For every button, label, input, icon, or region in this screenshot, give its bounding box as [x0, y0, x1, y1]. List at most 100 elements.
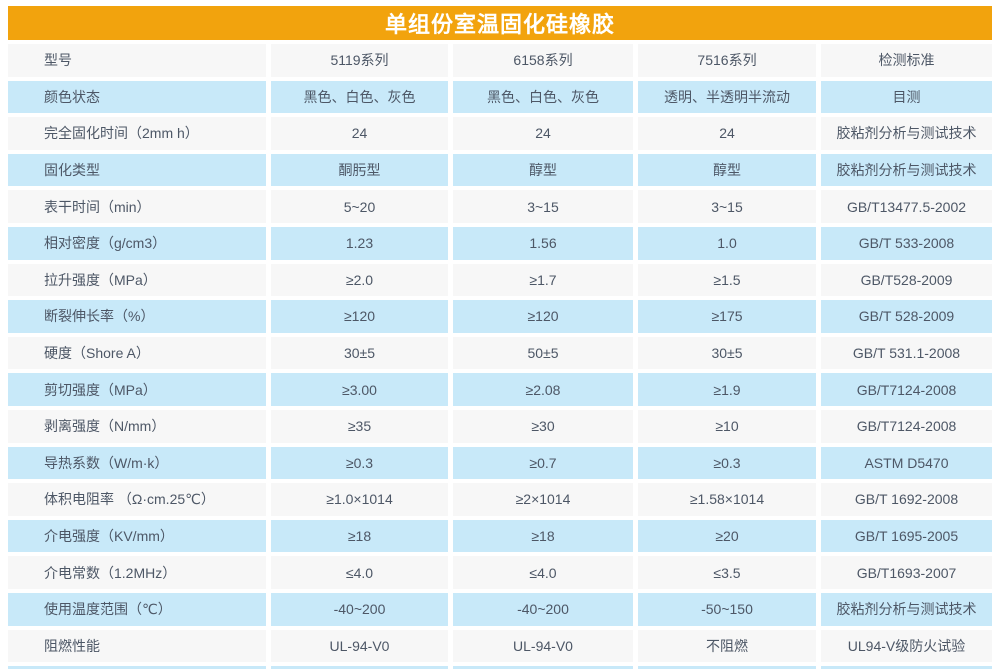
cell-value: 50±5	[453, 336, 633, 370]
cell-value: ≥1.9	[638, 373, 816, 406]
cell-value: 胶粘剂分析与测试技术	[821, 117, 992, 150]
cell-value: GB/T7124-2008	[821, 373, 992, 406]
cell-value: 黑色、白色、灰色	[453, 80, 633, 114]
sliver-cell	[821, 666, 992, 670]
cell-value: 24	[638, 117, 816, 150]
cell-value: ≥18	[453, 519, 633, 553]
cell-value: ≥120	[453, 300, 633, 333]
table-row: 硬度（Shore A） 30±5 50±5 30±5 GB/T 531.1-2008	[8, 336, 992, 370]
column-header-test-standard: 检测标准	[821, 44, 992, 77]
cell-value: 黑色、白色、灰色	[271, 80, 448, 114]
table-row: 剥离强度（N/mm） ≥35 ≥30 ≥10 GB/T7124-2008	[8, 409, 992, 443]
table-row: 剪切强度（MPa） ≥3.00 ≥2.08 ≥1.9 GB/T7124-2008	[8, 373, 992, 406]
row-label: 导热系数（W/m·k）	[8, 446, 266, 480]
cell-value: 30±5	[638, 336, 816, 370]
cell-value: GB/T7124-2008	[821, 409, 992, 443]
column-header-series-7516: 7516系列	[638, 44, 816, 77]
sliver-cell	[638, 666, 816, 670]
cell-value: ≥1.58×1014	[638, 483, 816, 516]
cell-value: 30±5	[271, 336, 448, 370]
cell-value: -40~200	[453, 592, 633, 626]
row-label: 完全固化时间（2mm h）	[8, 117, 266, 150]
row-label: 断裂伸长率（%）	[8, 300, 266, 333]
table-row: 介电强度（KV/mm） ≥18 ≥18 ≥20 GB/T 1695-2005	[8, 519, 992, 553]
cell-value: UL-94-V0	[453, 629, 633, 663]
cell-value: ASTM D5470	[821, 446, 992, 480]
cell-value: -40~200	[271, 592, 448, 626]
cell-value: ≤4.0	[453, 556, 633, 589]
cell-value: ≥3.00	[271, 373, 448, 406]
table-row: 导热系数（W/m·k） ≥0.3 ≥0.7 ≥0.3 ASTM D5470	[8, 446, 992, 480]
cell-value: UL94-V级防火试验	[821, 629, 992, 663]
cell-value: GB/T 1692-2008	[821, 483, 992, 516]
cell-value: 目测	[821, 80, 992, 114]
table-row: 断裂伸长率（%） ≥120 ≥120 ≥175 GB/T 528-2009	[8, 300, 992, 333]
cell-value: UL-94-V0	[271, 629, 448, 663]
table-row: 颜色状态 黑色、白色、灰色 黑色、白色、灰色 透明、半透明半流动 目测	[8, 80, 992, 114]
cell-value: ≥18	[271, 519, 448, 553]
cell-value: 3~15	[453, 190, 633, 223]
table-row: 阻燃性能 UL-94-V0 UL-94-V0 不阻燃 UL94-V级防火试验	[8, 629, 992, 663]
row-label: 表干时间（min）	[8, 190, 266, 223]
cell-value: ≥2×1014	[453, 483, 633, 516]
cell-value: ≥35	[271, 409, 448, 443]
cell-value: ≥0.3	[271, 446, 448, 480]
cell-value: ≥2.08	[453, 373, 633, 406]
column-header-series-6158: 6158系列	[453, 44, 633, 77]
cell-value: ≤4.0	[271, 556, 448, 589]
cell-value: 醇型	[638, 153, 816, 187]
table-row: 使用温度范围（℃） -40~200 -40~200 -50~150 胶粘剂分析与测试技术	[8, 592, 992, 626]
cell-value: ≥30	[453, 409, 633, 443]
row-label: 阻燃性能	[8, 629, 266, 663]
cell-value: ≥175	[638, 300, 816, 333]
cell-value: 3~15	[638, 190, 816, 223]
sliver-cell	[8, 666, 266, 670]
table-body: 颜色状态 黑色、白色、灰色 黑色、白色、灰色 透明、半透明半流动 目测 完全固化时间（2m…	[8, 80, 992, 663]
cell-value: 1.56	[453, 226, 633, 260]
cell-value: -50~150	[638, 592, 816, 626]
row-label: 相对密度（g/cm3）	[8, 226, 266, 260]
row-label: 剪切强度（MPa）	[8, 373, 266, 406]
row-label: 颜色状态	[8, 80, 266, 114]
cell-value: 透明、半透明半流动	[638, 80, 816, 114]
row-label: 介电强度（KV/mm）	[8, 519, 266, 553]
table-row: 完全固化时间（2mm h） 24 24 24 胶粘剂分析与测试技术	[8, 117, 992, 150]
sliver-cell	[271, 666, 448, 670]
table-row: 相对密度（g/cm3） 1.23 1.56 1.0 GB/T 533-2008	[8, 226, 992, 260]
cell-value: GB/T 1695-2005	[821, 519, 992, 553]
table-row: 固化类型 酮肟型 醇型 醇型 胶粘剂分析与测试技术	[8, 153, 992, 187]
cell-value: 不阻燃	[638, 629, 816, 663]
cell-value: ≥20	[638, 519, 816, 553]
cell-value: 胶粘剂分析与测试技术	[821, 592, 992, 626]
sliver-cell	[453, 666, 633, 670]
cell-value: 5~20	[271, 190, 448, 223]
cell-value: 24	[453, 117, 633, 150]
column-header-model: 型号	[8, 44, 266, 77]
cell-value: 1.23	[271, 226, 448, 260]
row-label: 固化类型	[8, 153, 266, 187]
cell-value: ≥120	[271, 300, 448, 333]
column-header-series-5119: 5119系列	[271, 44, 448, 77]
row-label: 拉升强度（MPa）	[8, 263, 266, 297]
row-label: 使用温度范围（℃）	[8, 592, 266, 626]
cell-value: GB/T528-2009	[821, 263, 992, 297]
table-row: 拉升强度（MPa） ≥2.0 ≥1.7 ≥1.5 GB/T528-2009	[8, 263, 992, 297]
cell-value: 胶粘剂分析与测试技术	[821, 153, 992, 187]
cell-value: GB/T 531.1-2008	[821, 336, 992, 370]
table-row: 介电常数（1.2MHz） ≤4.0 ≤4.0 ≤3.5 GB/T1693-2007	[8, 556, 992, 589]
row-label: 剥离强度（N/mm）	[8, 409, 266, 443]
table-header-row: 型号 5119系列 6158系列 7516系列 检测标准	[8, 44, 992, 77]
table-row: 体积电阻率 （Ω·cm.25℃） ≥1.0×1014 ≥2×1014 ≥1.58×10…	[8, 483, 992, 516]
cell-value: ≤3.5	[638, 556, 816, 589]
row-label: 体积电阻率 （Ω·cm.25℃）	[8, 483, 266, 516]
table-row: 表干时间（min） 5~20 3~15 3~15 GB/T13477.5-2002	[8, 190, 992, 223]
cell-value: GB/T 533-2008	[821, 226, 992, 260]
cell-value: ≥0.3	[638, 446, 816, 480]
cell-value: ≥1.0×1014	[271, 483, 448, 516]
cell-value: 1.0	[638, 226, 816, 260]
next-row-sliver	[8, 666, 992, 670]
row-label: 硬度（Shore A）	[8, 336, 266, 370]
cell-value: 酮肟型	[271, 153, 448, 187]
cell-value: ≥1.7	[453, 263, 633, 297]
